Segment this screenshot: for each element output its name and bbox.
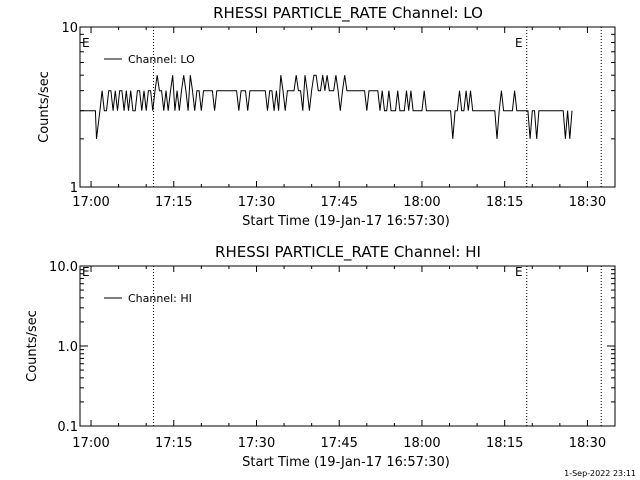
lo-panel: RHESSI PARTICLE_RATE Channel: LO Counts/… (37, 4, 616, 229)
lo-event-mark-right: E (515, 36, 523, 50)
lo-x-tick-label: 18:15 (486, 195, 523, 210)
hi-legend-label: Channel: HI (128, 292, 192, 305)
date-stamp: 1-Sep-2022 23:11 (564, 469, 636, 478)
lo-legend: Channel: LO (104, 53, 195, 66)
lo-y-tick-label: 10 (61, 21, 78, 36)
lo-series-line (80, 74, 573, 139)
hi-x-axis-label: Start Time (19-Jan-17 16:57:30) (242, 455, 450, 470)
lo-x-axis-label: Start Time (19-Jan-17 16:57:30) (242, 214, 450, 229)
hi-x-tick-label: 17:45 (320, 436, 357, 451)
lo-x-tick-label: 18:30 (569, 195, 606, 210)
lo-y-axis-label: Counts/sec (37, 71, 52, 143)
hi-legend: Channel: HI (104, 292, 192, 305)
lo-legend-label: Channel: LO (128, 53, 195, 66)
lo-event-mark-left: E (82, 36, 90, 50)
hi-y-tick-label: 1.0 (57, 340, 78, 355)
hi-x-tick-label: 18:30 (569, 436, 606, 451)
hi-x-tick-label: 17:15 (155, 436, 192, 451)
hi-y-axis-label: Counts/sec (25, 310, 40, 382)
lo-x-tick-label: 17:15 (155, 195, 192, 210)
lo-chart-title: RHESSI PARTICLE_RATE Channel: LO (213, 4, 483, 23)
lo-x-tick-label: 17:00 (72, 195, 109, 210)
lo-x-tick-label: 17:30 (238, 195, 275, 210)
hi-x-tick-label: 17:00 (72, 436, 109, 451)
hi-panel: RHESSI PARTICLE_RATE Channel: HI Counts/… (25, 243, 616, 470)
lo-y-tick-label: 1 (70, 181, 78, 196)
hi-event-mark-right: E (515, 265, 523, 279)
lo-x-tick-label: 18:00 (403, 195, 440, 210)
lo-plot-frame (79, 26, 616, 188)
hi-plot-frame (79, 265, 616, 427)
hi-event-mark-left: E (82, 265, 90, 279)
hi-y-tick-label: 0.1 (57, 420, 78, 435)
hi-chart-title: RHESSI PARTICLE_RATE Channel: HI (215, 243, 481, 262)
lo-x-tick-label: 17:45 (320, 195, 357, 210)
hi-y-tick-label: 10.0 (49, 260, 78, 275)
hi-x-tick-label: 18:15 (486, 436, 523, 451)
hi-x-tick-label: 18:00 (403, 436, 440, 451)
hi-x-tick-label: 17:30 (238, 436, 275, 451)
